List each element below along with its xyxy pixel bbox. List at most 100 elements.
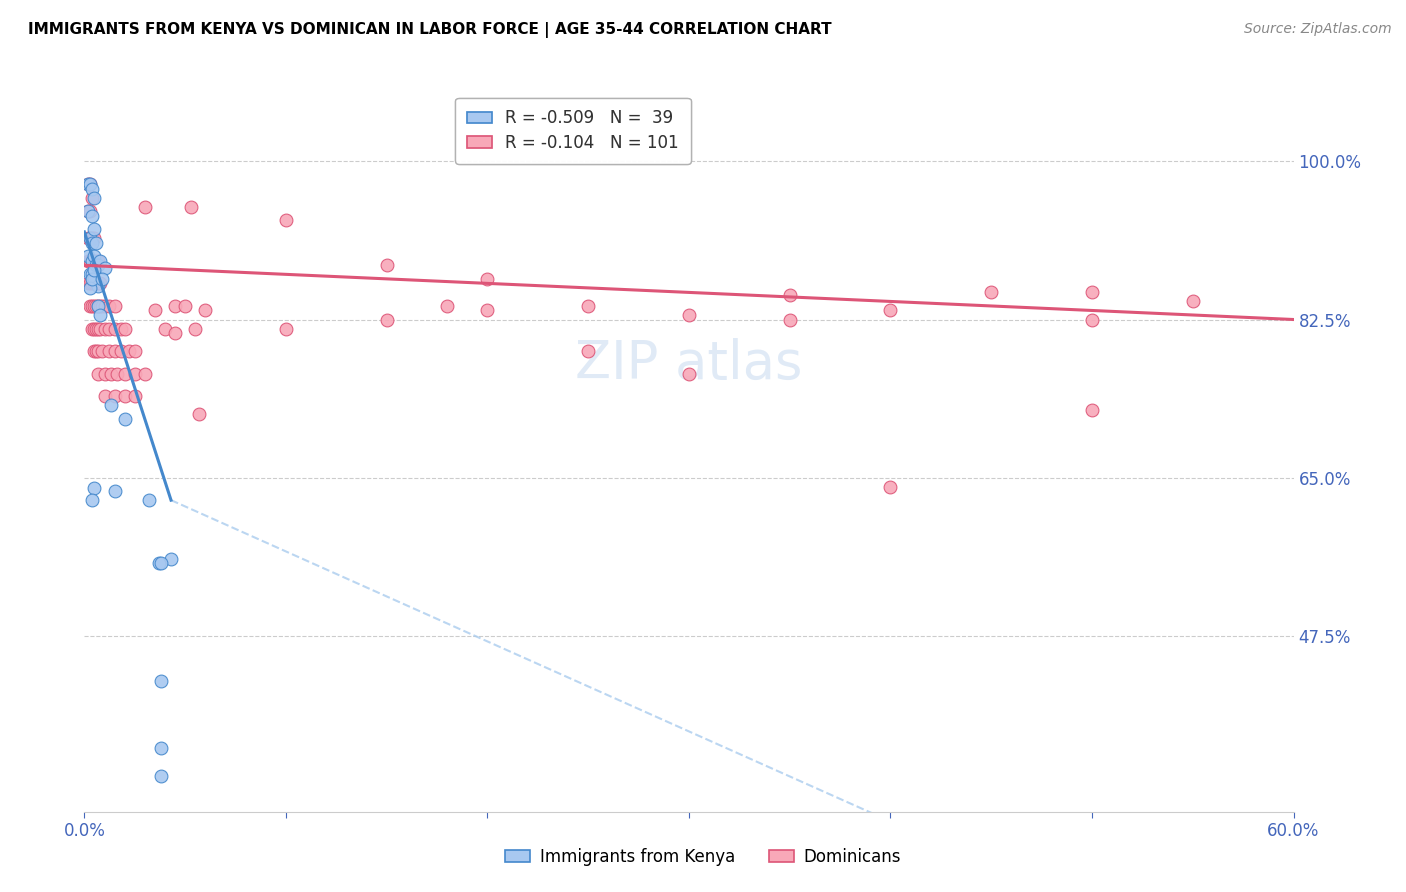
Point	[980, 285, 1002, 300]
Point	[89, 253, 111, 268]
Point	[87, 279, 110, 293]
Point	[79, 268, 101, 282]
Point	[86, 277, 108, 291]
Point	[82, 209, 104, 223]
Point	[77, 253, 100, 268]
Point	[87, 299, 110, 313]
Legend: Immigrants from Kenya, Dominicans: Immigrants from Kenya, Dominicans	[492, 835, 914, 880]
Point	[97, 344, 120, 359]
Point	[1081, 402, 1104, 417]
Point	[89, 277, 111, 291]
Point	[779, 312, 801, 326]
Point	[576, 344, 599, 359]
Point	[83, 344, 105, 359]
Point	[86, 235, 108, 250]
Point	[82, 253, 104, 268]
Point	[274, 321, 297, 335]
Point	[77, 277, 100, 291]
Point	[97, 299, 120, 313]
Point	[77, 231, 100, 245]
Point	[879, 303, 901, 318]
Point	[82, 321, 104, 335]
Point	[165, 299, 187, 313]
Text: ZIP atlas: ZIP atlas	[575, 338, 803, 390]
Point	[180, 200, 202, 214]
Point	[375, 312, 398, 326]
Point	[879, 480, 901, 494]
Point	[100, 367, 122, 381]
Point	[779, 288, 801, 302]
Point	[93, 367, 115, 381]
Point	[79, 281, 101, 295]
Point	[124, 367, 146, 381]
Point	[82, 277, 104, 291]
Point	[678, 308, 700, 322]
Point	[1081, 312, 1104, 326]
Point	[82, 268, 104, 282]
Point	[83, 321, 105, 335]
Point	[93, 299, 115, 313]
Point	[89, 299, 111, 313]
Point	[477, 303, 499, 318]
Point	[124, 389, 146, 403]
Point	[89, 308, 111, 322]
Point	[93, 321, 115, 335]
Point	[82, 231, 104, 245]
Point	[79, 253, 101, 268]
Point	[134, 200, 156, 214]
Point	[83, 277, 105, 291]
Point	[114, 389, 136, 403]
Point	[86, 344, 108, 359]
Point	[86, 258, 108, 272]
Point	[86, 321, 108, 335]
Point	[87, 277, 110, 291]
Point	[82, 272, 104, 286]
Point	[143, 303, 166, 318]
Point	[104, 299, 127, 313]
Point	[194, 303, 217, 318]
Point	[89, 321, 111, 335]
Point	[114, 367, 136, 381]
Point	[91, 272, 114, 286]
Point	[104, 321, 127, 335]
Point	[110, 344, 132, 359]
Point	[138, 493, 160, 508]
Point	[83, 231, 105, 245]
Text: Source: ZipAtlas.com: Source: ZipAtlas.com	[1244, 22, 1392, 37]
Point	[87, 321, 110, 335]
Point	[77, 177, 100, 191]
Point	[149, 673, 172, 688]
Point	[188, 407, 211, 422]
Point	[77, 177, 100, 191]
Point	[160, 551, 183, 566]
Point	[105, 367, 128, 381]
Point	[82, 191, 104, 205]
Point	[149, 557, 172, 571]
Point	[82, 253, 104, 268]
Point	[118, 344, 141, 359]
Point	[83, 299, 105, 313]
Point	[149, 741, 172, 756]
Point	[274, 213, 297, 227]
Point	[83, 263, 105, 277]
Point	[87, 258, 110, 272]
Point	[104, 344, 127, 359]
Point	[114, 321, 136, 335]
Point	[79, 204, 101, 219]
Point	[86, 299, 108, 313]
Point	[104, 389, 127, 403]
Point	[79, 231, 101, 245]
Point	[375, 258, 398, 272]
Point	[678, 367, 700, 381]
Point	[153, 321, 176, 335]
Point	[87, 367, 110, 381]
Point	[83, 272, 105, 286]
Legend: R = -0.509   N =  39, R = -0.104   N = 101: R = -0.509 N = 39, R = -0.104 N = 101	[456, 97, 690, 163]
Point	[1081, 285, 1104, 300]
Point	[91, 344, 114, 359]
Point	[97, 321, 120, 335]
Point	[86, 253, 108, 268]
Point	[93, 389, 115, 403]
Point	[148, 557, 170, 571]
Point	[82, 235, 104, 250]
